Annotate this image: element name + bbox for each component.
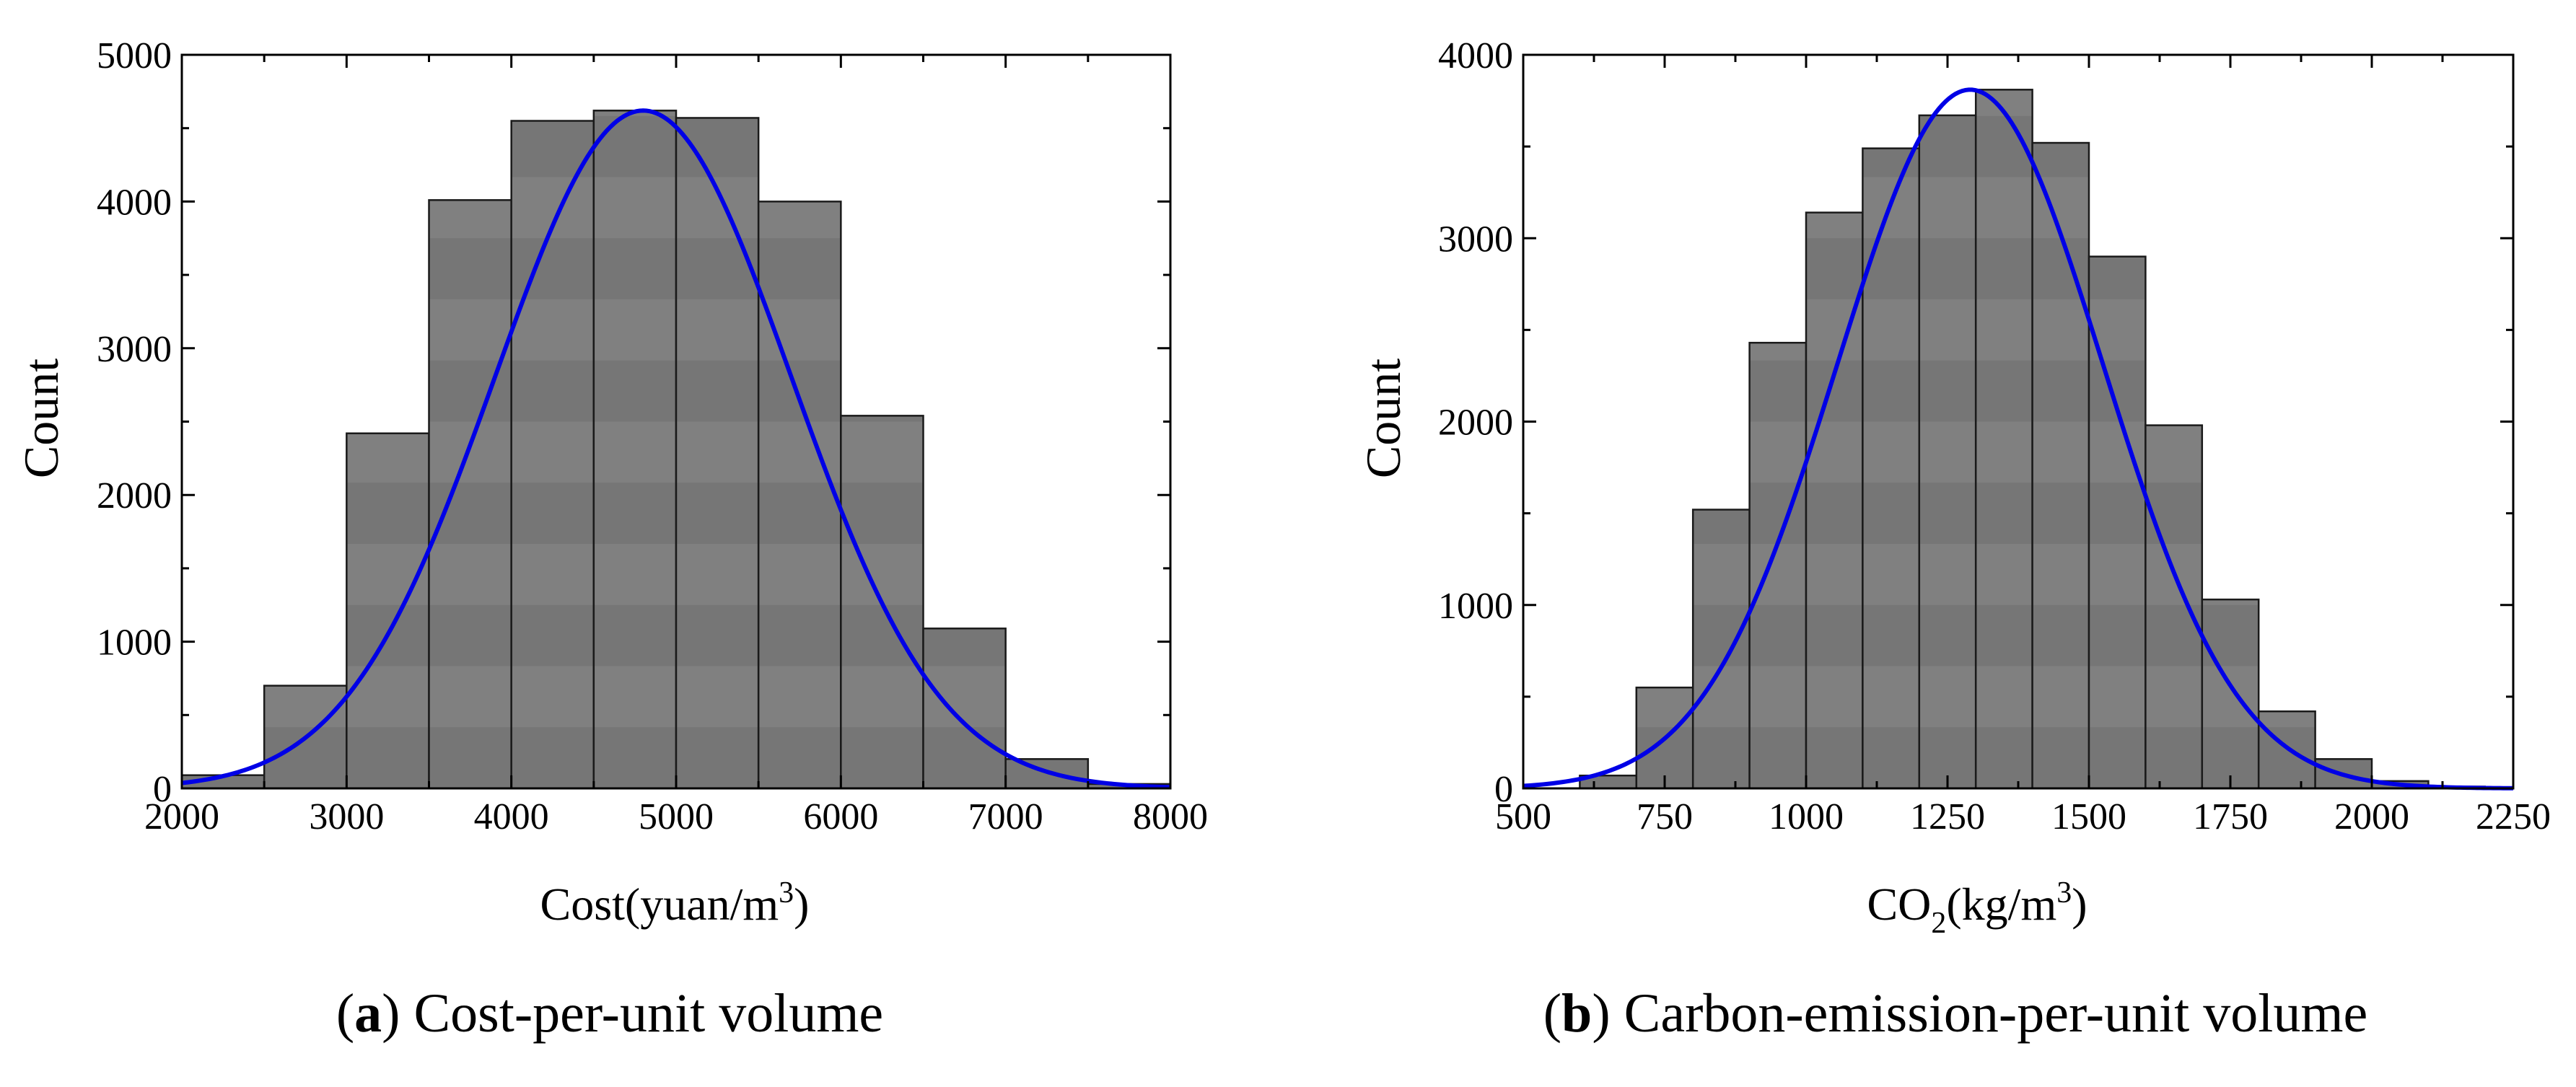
y-axis-title: Count [1356,358,1411,478]
histogram-bar [1691,509,1751,790]
histogram-bar [1805,211,1864,790]
histogram-bar [510,120,595,790]
x-tick-labels: 500 750 1000 1250 1500 1750 2000 2250 [1495,796,2551,837]
x-tick-label: 2000 [2334,796,2409,837]
y-tick-label: 3000 [1438,219,1513,260]
x-tick-label: 6000 [803,796,878,837]
x-tick-label: 500 [1495,796,1551,837]
histogram-bar [922,628,1007,790]
histogram-bar [428,199,512,790]
x-tick-label: 2250 [2476,796,2551,837]
y-tick-label: 2000 [1438,402,1513,444]
histogram-panel-cost: 2000 3000 4000 5000 6000 7000 8000 0 1000 2000 30… [14,35,1208,1044]
x-tick-label: 1500 [2051,796,2126,837]
x-tick-label: 8000 [1133,796,1208,837]
figure-caption: (a) Cost-per-unit volume [336,983,883,1044]
x-tick-label: 7000 [968,796,1043,837]
x-tick-label: 5000 [639,796,714,837]
histogram-bar [1862,147,1921,790]
histogram-panel-co2: 500 750 1000 1250 1500 1750 2000 2250 0 1000 2000… [1356,35,2551,1044]
histogram-bar [346,432,430,790]
x-tick-label: 750 [1637,796,1693,837]
figure-caption: (b) Carbon-emission-per-unit volume [1543,983,2368,1044]
normal-fit-curve [1523,87,2514,791]
y-tick-label: 4000 [1438,35,1513,76]
bars-group [1579,89,2487,790]
x-tick-label: 3000 [309,796,384,837]
x-tick-label: 2000 [144,796,219,837]
x-tick-label: 1000 [1769,796,1844,837]
y-tick-label: 3000 [97,329,172,370]
histogram-bar [2201,598,2260,790]
normal-fit-curve [181,108,1171,790]
x-tick-label: 4000 [474,796,549,837]
x-axis-title: CO2(kg/m3) [1867,876,2087,940]
y-tick-label: 1000 [97,622,172,664]
x-tick-label: 1250 [1910,796,1985,837]
histogram-bar [2031,141,2090,790]
y-tick-label: 0 [1494,769,1513,810]
histogram-bar [592,110,678,790]
axis-ticks [1522,53,2515,790]
x-axis-title: Cost(yuan/m3) [540,876,810,930]
y-axis-title: Count [14,358,69,478]
histogram-bar [2087,255,2147,790]
histogram-bar [2145,424,2204,790]
y-tick-label: 4000 [97,182,172,223]
histogram-bar [675,117,760,790]
bars-group [180,110,1172,790]
x-tick-label: 1750 [2193,796,2268,837]
axis-ticks [180,53,1172,790]
histogram-bar [1748,341,1808,790]
y-tick-labels: 0 1000 2000 3000 4000 [1438,35,1513,810]
y-tick-label: 2000 [97,475,172,516]
histogram-bar [1918,114,1977,790]
y-tick-label: 5000 [97,35,172,76]
histogram-bar [757,201,842,790]
histogram-bar [1974,89,2033,790]
x-tick-labels: 2000 3000 4000 5000 6000 7000 8000 [144,796,1208,837]
y-tick-label: 0 [153,769,172,810]
y-tick-labels: 0 1000 2000 3000 4000 5000 [97,35,172,810]
y-tick-label: 1000 [1438,586,1513,627]
